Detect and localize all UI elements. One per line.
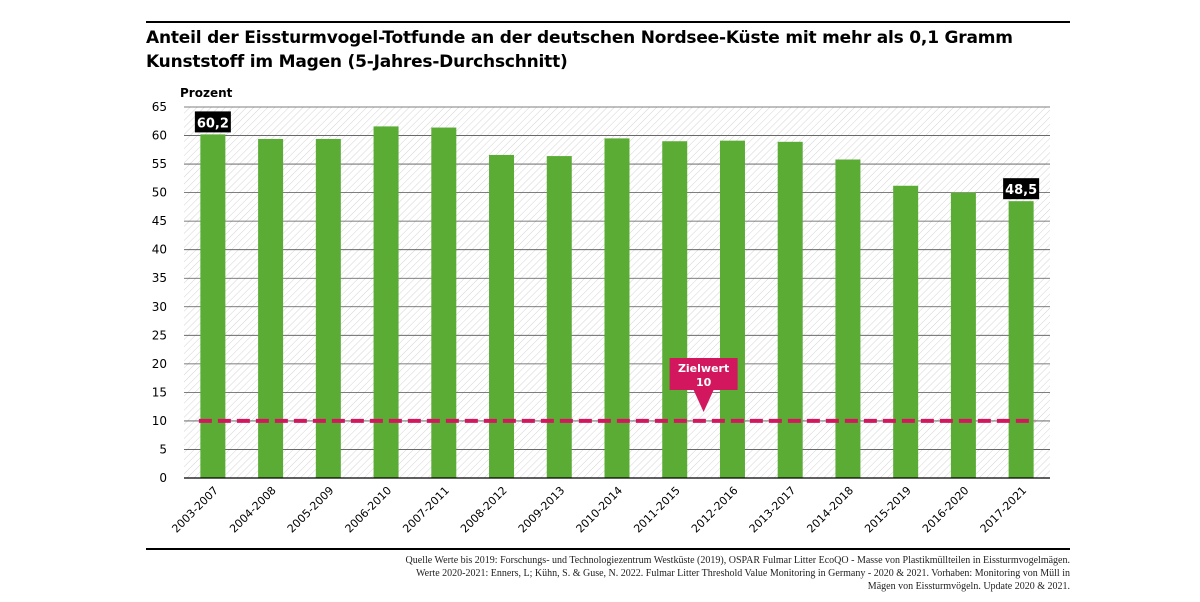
bar bbox=[489, 154, 515, 478]
data-label: 48,5 bbox=[1005, 183, 1037, 198]
x-tick-label: 2006-2010 bbox=[343, 484, 395, 536]
y-tick-label: 5 bbox=[159, 442, 167, 456]
y-tick-label: 35 bbox=[152, 271, 167, 285]
target-marker bbox=[669, 358, 738, 412]
y-tick-label: 45 bbox=[152, 214, 167, 228]
bar bbox=[546, 156, 572, 478]
y-axis-label: Prozent bbox=[180, 86, 233, 100]
bar bbox=[258, 138, 284, 478]
target-label-title: Zielwert bbox=[678, 362, 729, 375]
x-tick-label: 2005-2009 bbox=[285, 484, 337, 536]
bar bbox=[950, 192, 976, 478]
x-tick-label: 2017-2021 bbox=[978, 484, 1030, 536]
x-tick-label: 2016-2020 bbox=[920, 484, 972, 536]
y-tick-label: 55 bbox=[152, 157, 167, 171]
x-tick-label: 2013-2017 bbox=[747, 484, 799, 536]
source-line-1: Quelle Werte bis 2019: Forschungs- und T… bbox=[405, 555, 1070, 566]
x-tick-label: 2008-2012 bbox=[458, 484, 510, 536]
y-tick-label: 20 bbox=[152, 357, 167, 371]
x-tick-label: 2010-2014 bbox=[574, 484, 626, 536]
bar bbox=[604, 138, 630, 478]
x-tick-label: 2012-2016 bbox=[689, 484, 741, 536]
x-tick-label: 2007-2011 bbox=[400, 484, 452, 536]
data-label-box bbox=[194, 111, 231, 133]
data-label: 60,2 bbox=[197, 116, 229, 131]
data-label-box bbox=[1003, 178, 1040, 200]
bar bbox=[777, 141, 803, 478]
x-tick-label: 2003-2007 bbox=[169, 484, 221, 536]
y-tick-label: 65 bbox=[152, 100, 167, 114]
target-label-value: 10 bbox=[696, 376, 712, 389]
y-tick-label: 15 bbox=[152, 385, 167, 399]
y-tick-label: 10 bbox=[152, 414, 167, 428]
bar bbox=[315, 138, 341, 478]
source-line-3: Mägen von Eissturmvögeln. Update 2020 & … bbox=[867, 581, 1070, 592]
source-line-2: Werte 2020-2021: Enners, L; Kühn, S. & G… bbox=[416, 568, 1070, 579]
x-tick-label: 2011-2015 bbox=[631, 484, 683, 536]
y-tick-label: 50 bbox=[152, 186, 167, 200]
bar bbox=[431, 127, 457, 478]
x-tick-label: 2015-2019 bbox=[862, 484, 914, 536]
y-tick-label: 25 bbox=[152, 328, 167, 342]
x-tick-label: 2009-2013 bbox=[516, 484, 568, 536]
y-tick-label: 0 bbox=[159, 471, 167, 485]
y-tick-label: 30 bbox=[152, 300, 167, 314]
y-tick-label: 60 bbox=[152, 129, 167, 143]
bar bbox=[200, 134, 226, 479]
chart-title: Anteil der Eissturmvogel-Totfunde an der… bbox=[146, 28, 1013, 72]
source-note: Quelle Werte bis 2019: Forschungs- und T… bbox=[370, 554, 1070, 593]
bar bbox=[893, 185, 919, 478]
bar bbox=[662, 141, 688, 478]
x-tick-label: 2014-2018 bbox=[804, 484, 856, 536]
bottom-rule bbox=[146, 548, 1070, 550]
bar bbox=[1008, 201, 1034, 478]
bar bbox=[373, 126, 399, 478]
x-tick-label: 2004-2008 bbox=[227, 484, 279, 536]
y-tick-label: 40 bbox=[152, 243, 167, 257]
bar bbox=[835, 159, 861, 478]
top-rule bbox=[146, 21, 1070, 23]
bar bbox=[719, 140, 745, 478]
